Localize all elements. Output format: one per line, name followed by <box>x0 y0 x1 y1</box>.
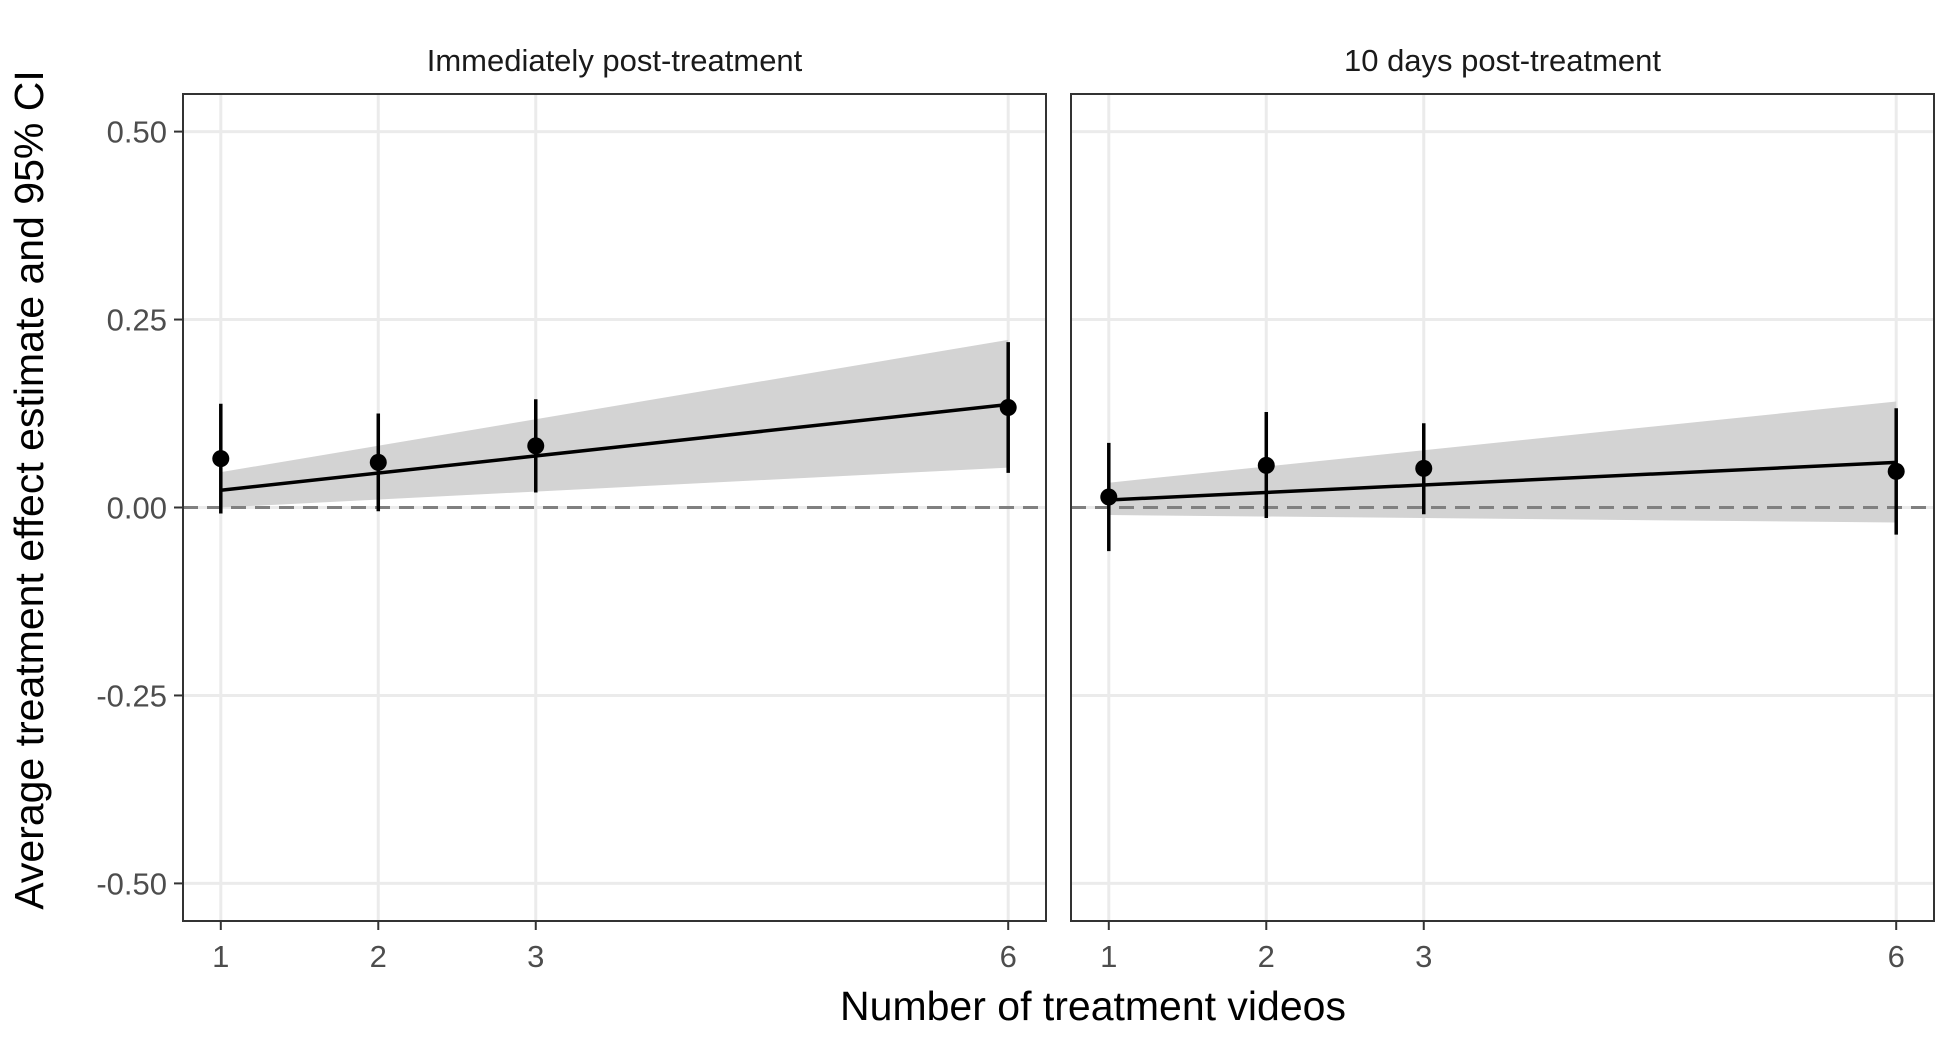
x-tick-label: 3 <box>1415 939 1432 974</box>
x-tick-label: 1 <box>1100 939 1117 974</box>
fit-confidence-band <box>220 339 1009 508</box>
x-tick-label: 6 <box>1000 939 1017 974</box>
estimate-point <box>369 453 387 471</box>
x-axis-title: Number of treatment videos <box>840 983 1346 1029</box>
estimate-point <box>999 399 1017 417</box>
fit-line <box>1108 460 1897 502</box>
estimate-point <box>1257 456 1275 474</box>
fit-line <box>220 402 1009 492</box>
y-tick-label: 0.00 <box>107 491 167 526</box>
estimate-point <box>527 437 545 455</box>
x-tick-label: 1 <box>212 939 229 974</box>
x-tick-label: 2 <box>370 939 387 974</box>
x-tick-label: 3 <box>527 939 544 974</box>
panel-1: Immediately post-treatment 1 2 3 6 0.50 0.25 0.… <box>96 43 1047 974</box>
panel-title: 10 days post-treatment <box>1344 43 1661 78</box>
estimate-point <box>212 450 230 468</box>
y-axis-title: Average treatment effect estimate and 95… <box>6 70 52 909</box>
panel-2: 10 days post-treatment 1 2 3 6 <box>1070 43 1935 974</box>
x-tick-label: 2 <box>1258 939 1275 974</box>
y-tick-label: -0.50 <box>96 866 167 901</box>
y-tick-label: 0.25 <box>107 303 167 338</box>
panel-title: Immediately post-treatment <box>427 43 803 78</box>
estimate-point <box>1100 488 1118 506</box>
y-tick-label: 0.50 <box>107 115 167 150</box>
x-tick-label: 6 <box>1888 939 1905 974</box>
estimate-point <box>1415 459 1433 477</box>
panel-border <box>1070 93 1935 922</box>
estimate-point <box>1887 462 1905 480</box>
y-tick-label: -0.25 <box>96 678 167 713</box>
